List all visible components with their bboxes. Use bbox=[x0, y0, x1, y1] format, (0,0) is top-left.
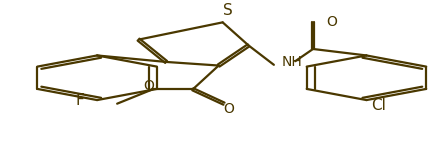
Text: Cl: Cl bbox=[371, 98, 386, 113]
Text: F: F bbox=[75, 93, 84, 108]
Text: O: O bbox=[143, 79, 154, 93]
Text: O: O bbox=[327, 15, 337, 29]
Text: O: O bbox=[223, 102, 234, 116]
Text: NH: NH bbox=[282, 55, 303, 69]
Text: S: S bbox=[223, 3, 233, 18]
